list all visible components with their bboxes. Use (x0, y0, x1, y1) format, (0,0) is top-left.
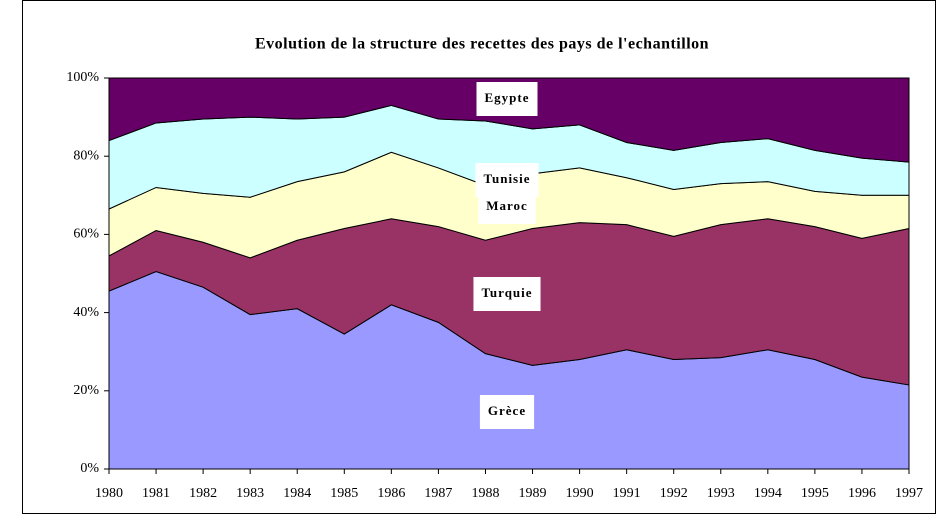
series-label-box (475, 163, 539, 197)
x-tick-label: 1986 (377, 486, 405, 501)
series-label: Turquie (481, 285, 532, 300)
series-label: Egypte (485, 90, 530, 105)
series-label: Tunisie (484, 171, 531, 186)
y-tick-label: 80% (73, 148, 99, 163)
chart-title: Evolution de la structure des recettes d… (255, 36, 709, 53)
x-tick-label: 1984 (283, 486, 311, 501)
y-tick-label: 0% (80, 461, 99, 476)
y-tick-label: 60% (73, 227, 99, 242)
x-tick-label: 1993 (707, 486, 735, 501)
x-tick-label: 1982 (189, 486, 217, 501)
x-tick-label: 1994 (754, 486, 782, 501)
x-tick-label: 1995 (801, 486, 829, 501)
y-tick-label: 40% (73, 305, 99, 320)
x-tick-label: 1985 (330, 486, 358, 501)
x-tick-label: 1980 (95, 486, 123, 501)
x-tick-label: 1988 (471, 486, 499, 501)
series-label-box (476, 82, 538, 116)
x-tick-label: 1989 (519, 486, 547, 501)
x-tick-label: 1983 (236, 486, 264, 501)
x-tick-label: 1981 (142, 486, 170, 501)
x-tick-label: 1987 (424, 486, 452, 501)
x-tick-label: 1991 (613, 486, 641, 501)
y-tick-label: 100% (66, 70, 99, 85)
series-label: Maroc (486, 198, 528, 213)
series-label: Grèce (488, 403, 526, 418)
area (108, 77, 910, 163)
x-tick-label: 1997 (895, 486, 923, 501)
series-label-box (473, 277, 541, 311)
x-tick-label: 1992 (660, 486, 688, 501)
series-label-box (479, 395, 535, 429)
y-tick-label: 20% (73, 383, 99, 398)
x-tick-label: 1996 (848, 486, 876, 501)
x-tick-label: 1990 (566, 486, 594, 501)
